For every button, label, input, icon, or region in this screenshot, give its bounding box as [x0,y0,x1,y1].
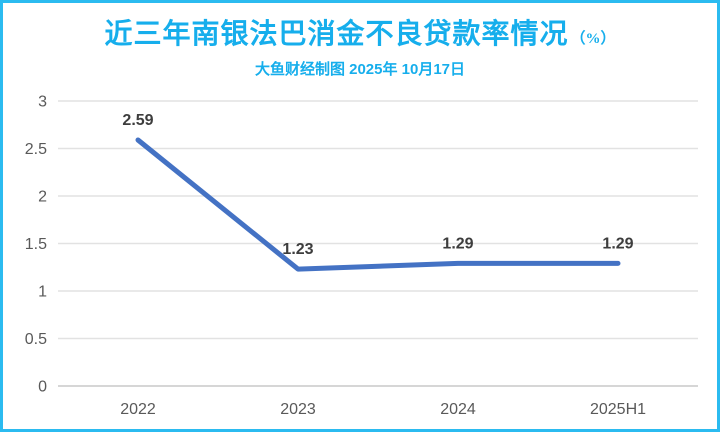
x-tick-label: 2025H1 [590,401,646,418]
chart-svg: 0 0.5 1 1.5 2 2.5 3 2022 2023 2024 2025H1 2.59 1.23 1… [25,94,698,418]
y-tick-label: 3 [38,94,47,111]
chart-header: 近三年南银法巴消金不良贷款率情况 （%） 大鱼财经制图 2025年 10月17日 [3,19,717,79]
chart-title-unit: （%） [570,31,616,47]
data-label: 1.29 [442,235,473,252]
y-tick-label: 2 [38,189,47,206]
data-label: 1.29 [602,235,633,252]
data-label: 2.59 [122,112,153,129]
chart-title-text: 近三年南银法巴消金不良贷款率情况 [104,19,569,50]
y-tick-label: 0 [38,379,47,396]
x-tick-label: 2022 [120,401,156,418]
x-tick-label: 2023 [280,401,316,418]
data-label: 1.23 [282,241,313,258]
y-tick-label: 2.5 [25,141,47,158]
chart-subtitle: 大鱼财经制图 2025年 10月17日 [254,61,466,78]
x-tick-label: 2024 [440,401,476,418]
line-chart-canvas: 0 0.5 1 1.5 2 2.5 3 2022 2023 2024 2025H1 2.59 1.23 1… [3,3,717,429]
chart-title: 近三年南银法巴消金不良贷款率情况 （%） [3,19,717,55]
y-tick-label: 1.5 [25,236,47,253]
y-tick-label: 0.5 [25,331,47,348]
trend-line [135,137,621,272]
y-tick-label: 1 [38,284,47,301]
